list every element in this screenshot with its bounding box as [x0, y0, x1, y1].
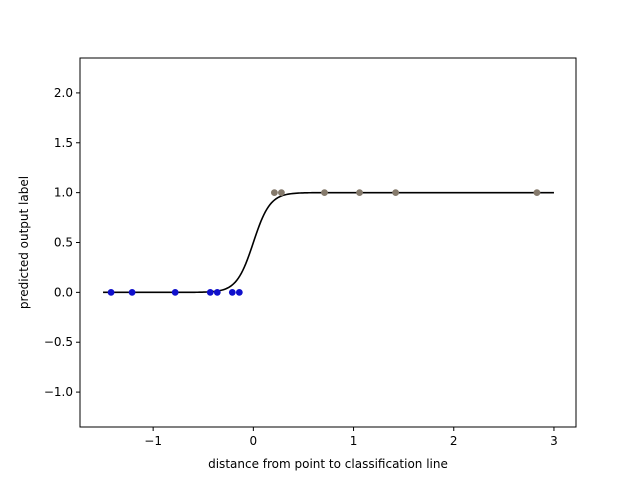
- x-axis-label: distance from point to classification li…: [208, 457, 448, 471]
- y-tick-label: 1.0: [54, 186, 73, 200]
- data-point: [270, 189, 278, 197]
- axis-ticks: −1 0 1 2 3 −1.0 −0.5 0.0 0.5 1.0 1.5 2.0: [44, 86, 558, 448]
- data-point: [206, 288, 214, 296]
- data-point: [128, 288, 136, 296]
- data-point: [321, 189, 328, 197]
- data-point: [278, 189, 285, 197]
- x-tick-label: −1: [144, 434, 162, 448]
- data-point: [107, 288, 115, 296]
- y-tick-label: 0.5: [54, 236, 73, 250]
- data-point: [533, 189, 541, 197]
- plot-area: [103, 189, 554, 296]
- data-point: [392, 189, 400, 197]
- x-tick-label: 3: [550, 434, 558, 448]
- y-tick-label: −0.5: [44, 335, 73, 349]
- data-point: [356, 189, 363, 197]
- data-point: [213, 288, 221, 296]
- y-tick-label: −1.0: [44, 385, 73, 399]
- x-tick-label: 1: [350, 434, 358, 448]
- y-tick-label: 0.0: [54, 285, 73, 299]
- y-tick-label: 1.5: [54, 136, 73, 150]
- y-axis-label: predicted output label: [17, 176, 31, 309]
- y-tick-label: 2.0: [54, 86, 73, 100]
- x-tick-label: 2: [450, 434, 458, 448]
- data-point: [171, 288, 179, 296]
- x-tick-label: 0: [250, 434, 258, 448]
- data-point: [235, 288, 243, 296]
- data-point: [228, 288, 236, 296]
